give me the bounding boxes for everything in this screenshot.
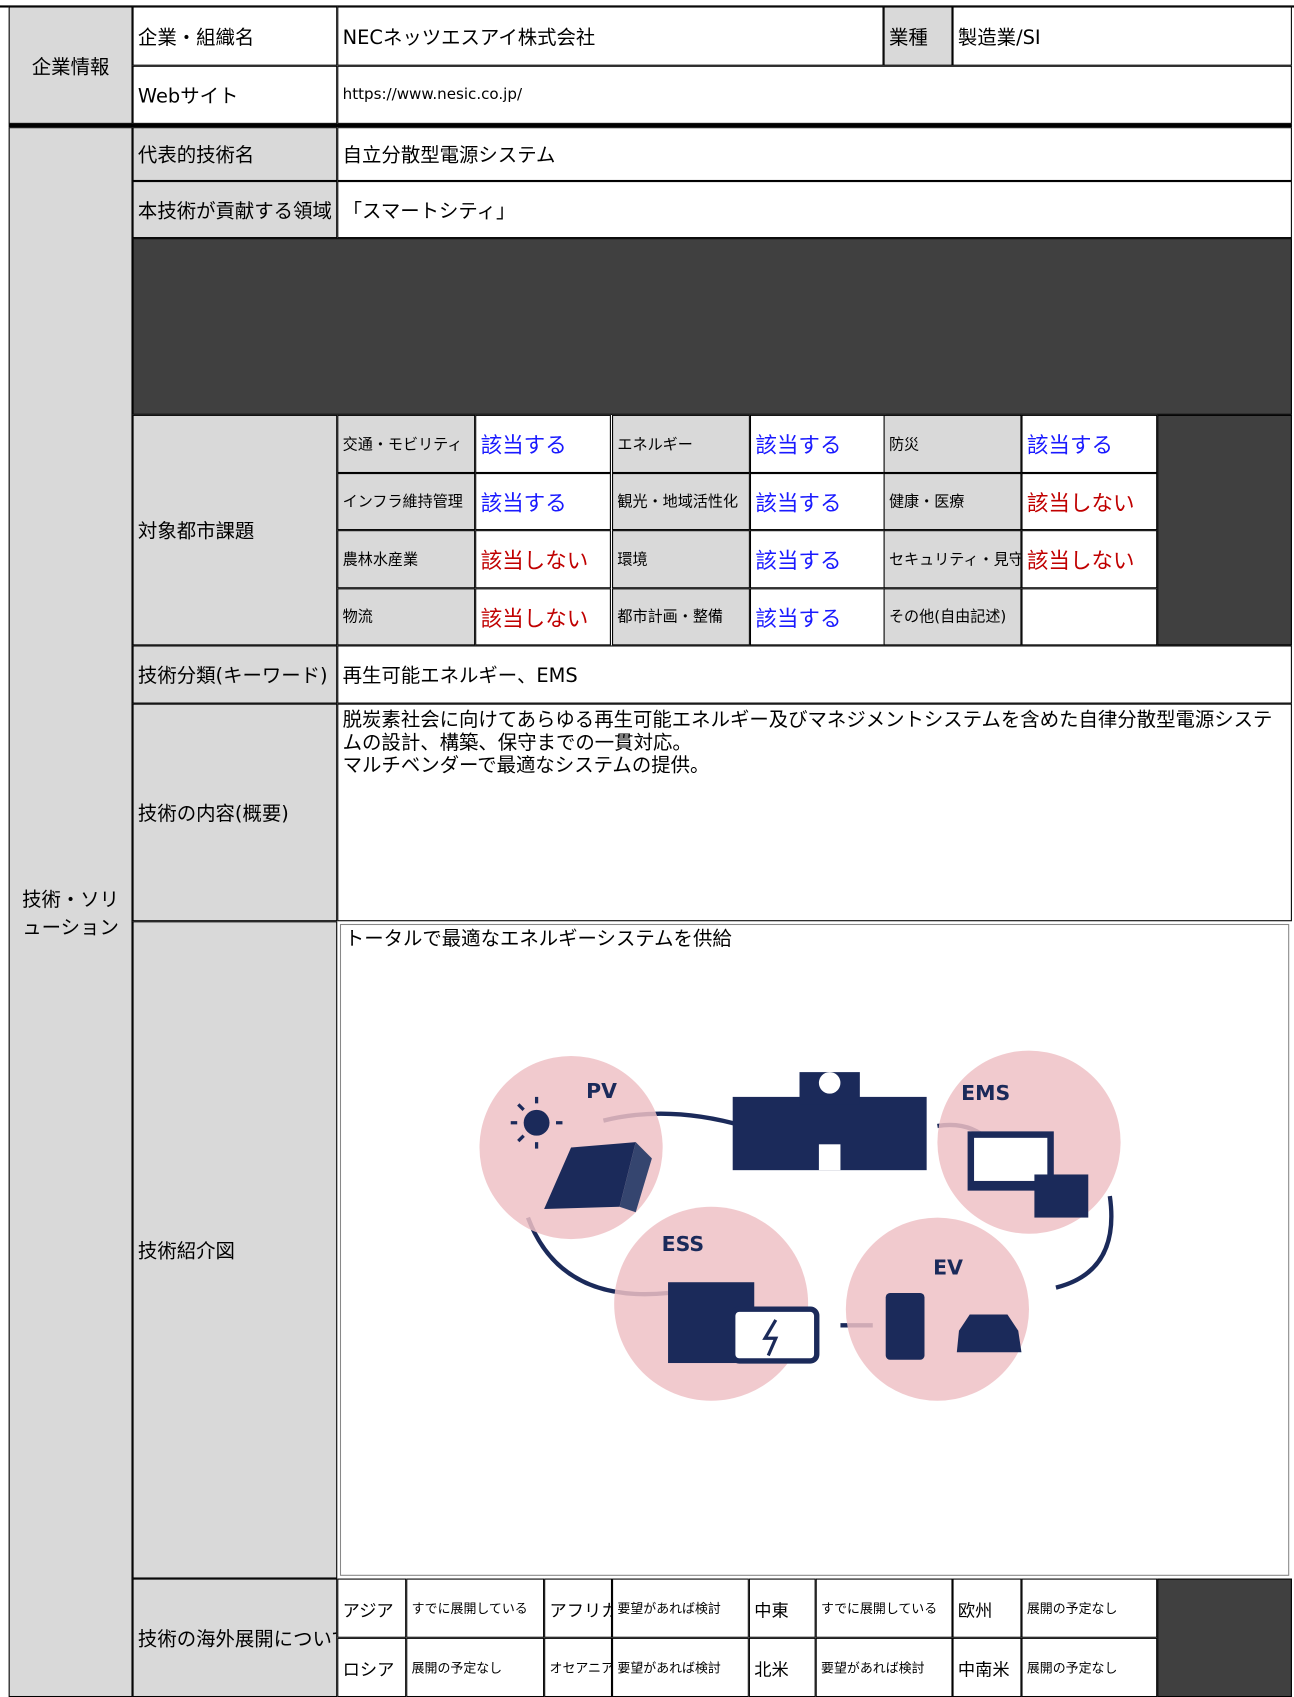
region: ロシア [337, 1637, 407, 1697]
issue-value: 該当する [475, 472, 611, 531]
technology-diagram [339, 923, 1290, 1576]
region: オセアニア [544, 1637, 613, 1697]
region: 中南米 [952, 1637, 1022, 1697]
field-value: 脱炭素社会に向けてあらゆる再生可能エネルギー及びマネジメントシステムを含めた自律… [337, 703, 1292, 922]
issue-value: 該当しない [1021, 530, 1158, 588]
issue-value: 該当しない [475, 530, 611, 588]
issue-value: 該当しない [1021, 472, 1158, 531]
issue-value: 該当する [749, 472, 886, 531]
issue-value: 該当する [749, 530, 886, 588]
field-label: 代表的技術名 [132, 127, 338, 182]
diagram-label: PV [586, 1079, 618, 1104]
field-label: 技術紹介図 [132, 921, 338, 1579]
overseas-status: 要望があれば検討 [815, 1637, 953, 1697]
field-value: https://www.nesic.co.jp/ [337, 65, 1292, 124]
dark-band [1157, 414, 1292, 646]
illustration [479, 1050, 1121, 1401]
dark-band [1157, 1578, 1292, 1697]
issue-value [1021, 587, 1158, 646]
field-label: 技術分類(キーワード) [132, 645, 338, 704]
diagram-label: ESS [661, 1232, 705, 1257]
field-value: 「スマートシティ」 [337, 181, 1292, 239]
field-label: Webサイト [132, 65, 338, 124]
field-label: 企業・組織名 [132, 6, 338, 66]
section-rule [8, 122, 1292, 128]
issue-label: エネルギー [612, 414, 750, 473]
issue-value: 該当する [749, 414, 886, 473]
overseas-status: 要望があれば検討 [612, 1578, 749, 1638]
field-value: 製造業/SI [952, 6, 1292, 66]
field-label: 業種 [883, 6, 953, 66]
region: 中東 [748, 1578, 816, 1638]
issue-label: 都市計画・整備 [612, 587, 750, 646]
diagram-label: EV [933, 1256, 963, 1281]
issue-value: 該当する [1021, 414, 1158, 473]
region: アジア [337, 1578, 407, 1638]
issue-label: 交通・モビリティ [337, 414, 476, 473]
issue-label: 健康・医療 [883, 472, 1022, 531]
field-label: 技術の海外展開について [132, 1578, 338, 1697]
field-value: 再生可能エネルギー、EMS [337, 645, 1292, 704]
field-value: NECネッツエスアイ株式会社 [337, 6, 884, 66]
issue-label: 防災 [883, 414, 1022, 473]
section-label: 技術・ソリューション [8, 127, 133, 1697]
top-rule [0, 5, 1294, 8]
issue-label: インフラ維持管理 [337, 472, 476, 531]
issue-label: 物流 [337, 587, 476, 646]
issue-label: 環境 [612, 530, 750, 588]
diagram-label: EMS [961, 1081, 1011, 1106]
issue-value: 該当する [475, 414, 611, 473]
overseas-status: すでに展開している [406, 1578, 545, 1638]
field-label: 技術の内容(概要) [132, 703, 338, 922]
region: アフリカ [544, 1578, 613, 1638]
diagram-frame [339, 923, 1290, 1576]
issue-value: 該当しない [475, 587, 611, 646]
issue-label: 観光・地域活性化 [612, 472, 750, 531]
field-label: 対象都市課題 [132, 414, 338, 646]
issue-label: セキュリティ・見守り [883, 530, 1022, 588]
section-label: 企業情報 [8, 6, 133, 124]
dark-band [132, 238, 1292, 415]
region: 北米 [748, 1637, 816, 1697]
overseas-status: すでに展開している [815, 1578, 953, 1638]
region: 欧州 [952, 1578, 1022, 1638]
field-label: 本技術が貢献する領域 [132, 181, 338, 239]
overseas-status: 展開の予定なし [1021, 1637, 1158, 1697]
field-value: 自立分散型電源システム [337, 127, 1292, 182]
diagram-caption: トータルで最適なエネルギーシステムを供給 [344, 927, 732, 951]
overseas-status: 展開の予定なし [406, 1637, 545, 1697]
issue-value: 該当する [749, 587, 886, 646]
overseas-status: 展開の予定なし [1021, 1578, 1158, 1638]
issue-label: 農林水産業 [337, 530, 476, 588]
issue-label: その他(自由記述) [883, 587, 1022, 646]
overseas-status: 要望があれば検討 [612, 1637, 749, 1697]
